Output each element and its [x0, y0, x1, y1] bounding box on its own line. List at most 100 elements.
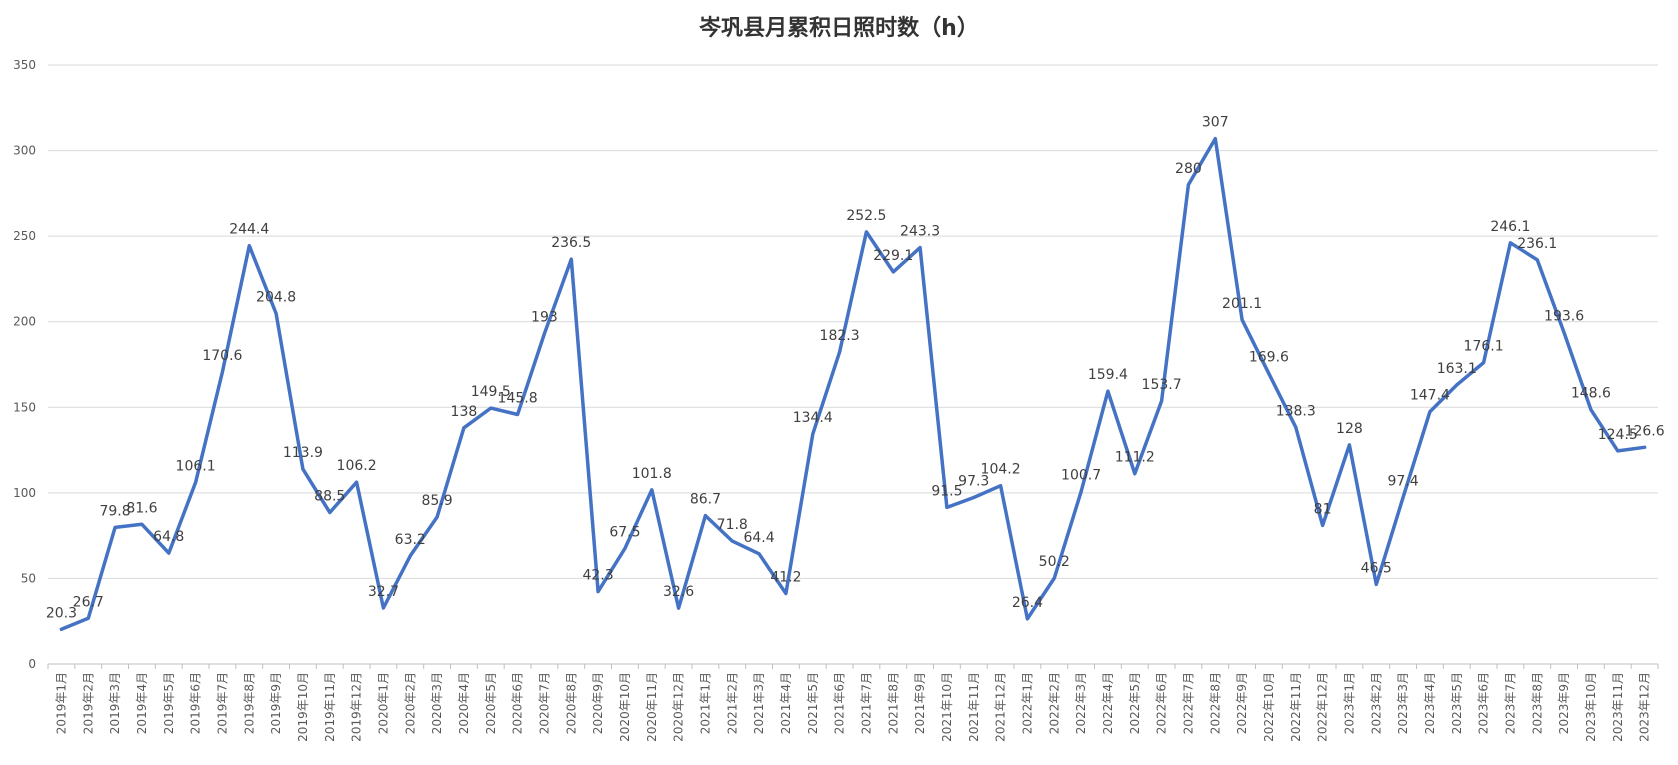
x-tick-label: 2020年10月: [618, 672, 632, 742]
x-tick-label: 2022年7月: [1181, 672, 1195, 734]
x-tick-label: 2021年8月: [886, 672, 900, 734]
x-tick-label: 2020年7月: [537, 672, 551, 734]
y-tick-label: 250: [13, 229, 36, 243]
x-tick-label: 2023年7月: [1503, 672, 1517, 734]
x-tick-label: 2022年6月: [1155, 672, 1169, 734]
y-tick-label: 100: [13, 486, 36, 500]
data-label: 148.6: [1571, 386, 1611, 402]
x-tick-label: 2021年1月: [698, 672, 712, 734]
x-tick-label: 2021年9月: [913, 672, 927, 734]
x-tick-label: 2022年11月: [1289, 672, 1303, 742]
data-label: 50.2: [1039, 554, 1070, 570]
x-tick-label: 2021年3月: [752, 672, 766, 734]
x-tick-label: 2023年5月: [1450, 672, 1464, 734]
data-label: 252.5: [846, 208, 886, 224]
data-label: 128: [1336, 421, 1363, 437]
data-label: 101.8: [632, 466, 672, 482]
x-tick-label: 2023年9月: [1557, 672, 1571, 734]
y-tick-label: 50: [21, 571, 36, 585]
x-tick-label: 2020年8月: [564, 672, 578, 734]
data-label: 138: [451, 404, 478, 420]
data-label: 26.7: [73, 594, 104, 610]
data-label: 170.6: [202, 348, 242, 364]
x-tick-label: 2021年11月: [967, 672, 981, 742]
x-tick-label: 2019年4月: [135, 672, 149, 734]
x-tick-label: 2019年2月: [81, 672, 95, 734]
data-label: 86.7: [690, 492, 721, 508]
x-tick-label: 2023年1月: [1342, 672, 1356, 734]
x-tick-label: 2020年9月: [591, 672, 605, 734]
data-label: 182.3: [820, 328, 860, 344]
y-tick-label: 0: [28, 657, 36, 671]
data-label: 113.9: [283, 445, 323, 461]
x-tick-label: 2019年10月: [296, 672, 310, 742]
data-label: 147.4: [1410, 388, 1450, 404]
data-label: 176.1: [1464, 339, 1504, 355]
data-label: 126.6: [1625, 423, 1665, 439]
data-label: 64.8: [153, 529, 184, 545]
x-tick-label: 2023年10月: [1584, 672, 1598, 742]
data-label: 124.5: [1598, 427, 1638, 443]
data-label: 204.8: [256, 289, 296, 305]
x-tick-label: 2022年1月: [1020, 672, 1034, 734]
x-tick-label: 2019年7月: [215, 672, 229, 734]
data-label: 91.5: [931, 483, 962, 499]
x-tick-label: 2022年10月: [1262, 672, 1276, 742]
data-label: 81: [1314, 501, 1332, 517]
x-tick-label: 2021年4月: [779, 672, 793, 734]
data-label: 42.3: [582, 568, 613, 584]
data-label: 106.1: [176, 458, 216, 474]
data-label: 201.1: [1222, 296, 1262, 312]
data-label: 169.6: [1249, 350, 1289, 366]
data-label: 104.2: [981, 462, 1021, 478]
x-tick-label: 2022年12月: [1316, 672, 1330, 742]
x-tick-label: 2019年6月: [189, 672, 203, 734]
x-tick-label: 2023年4月: [1423, 672, 1437, 734]
x-tick-label: 2019年12月: [350, 672, 364, 742]
x-tick-label: 2019年1月: [54, 672, 68, 734]
x-tick-label: 2020年3月: [430, 672, 444, 734]
data-label: 193: [531, 310, 558, 326]
data-label: 159.4: [1088, 367, 1128, 383]
x-tick-label: 2019年3月: [108, 672, 122, 734]
data-label: 243.3: [900, 224, 940, 240]
x-tick-label: 2020年11月: [645, 672, 659, 742]
x-tick-label: 2023年12月: [1638, 672, 1652, 742]
x-tick-label: 2022年8月: [1208, 672, 1222, 734]
x-tick-label: 2020年4月: [457, 672, 471, 734]
x-tick-label: 2023年6月: [1477, 672, 1491, 734]
data-label: 46.5: [1361, 560, 1392, 576]
x-tick-label: 2023年3月: [1396, 672, 1410, 734]
x-tick-label: 2020年12月: [672, 672, 686, 742]
data-label: 236.1: [1517, 236, 1557, 252]
y-tick-label: 200: [13, 315, 36, 329]
x-tick-label: 2020年2月: [403, 672, 417, 734]
data-label: 41.2: [770, 569, 801, 585]
data-label: 85.9: [421, 493, 452, 509]
data-label: 193.6: [1544, 309, 1584, 325]
data-label: 149.5: [471, 384, 511, 400]
data-label: 100.7: [1061, 468, 1101, 484]
data-label: 64.4: [743, 530, 774, 546]
data-label: 26.4: [1012, 595, 1043, 611]
y-tick-label: 150: [13, 400, 36, 414]
x-tick-label: 2020年5月: [484, 672, 498, 734]
data-label: 71.8: [717, 517, 748, 533]
data-label: 134.4: [793, 410, 833, 426]
data-label: 97.4: [1387, 473, 1418, 489]
x-tick-label: 2023年11月: [1611, 672, 1625, 742]
data-label: 97.3: [958, 473, 989, 489]
x-tick-label: 2019年9月: [269, 672, 283, 734]
data-label: 32.6: [663, 584, 694, 600]
data-label: 280: [1175, 161, 1202, 177]
data-label: 32.7: [368, 584, 399, 600]
x-tick-label: 2021年6月: [833, 672, 847, 734]
x-tick-label: 2019年8月: [242, 672, 256, 734]
data-label: 153.7: [1142, 377, 1182, 393]
y-tick-label: 300: [13, 144, 36, 158]
data-label: 236.5: [551, 235, 591, 251]
x-tick-label: 2021年7月: [859, 672, 873, 734]
x-tick-label: 2022年5月: [1128, 672, 1142, 734]
